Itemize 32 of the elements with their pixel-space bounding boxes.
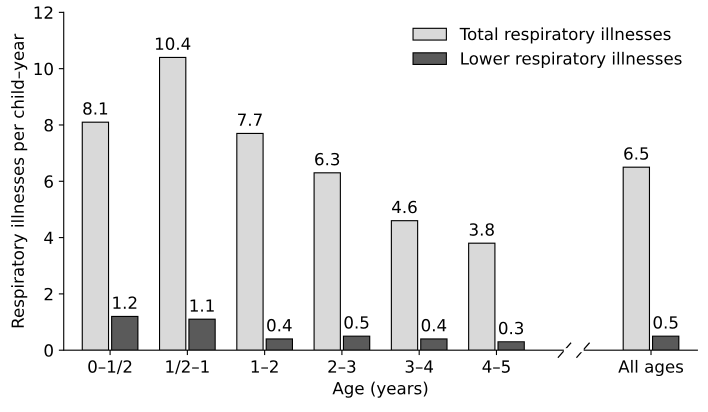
- x-tick-label: 0–1/2: [88, 360, 132, 374]
- data-label: 6.5: [624, 147, 648, 160]
- y-tick-label: 12: [34, 6, 52, 19]
- x-tick-label: 4–5: [482, 360, 510, 373]
- y-tick-label: 2: [44, 288, 52, 300]
- y-axis-title: Respiratory illnesses per child–year: [11, 34, 28, 328]
- y-tick-label: 4: [44, 232, 54, 244]
- y-tick-label: 6: [44, 175, 53, 188]
- data-label: 10.4: [156, 37, 190, 50]
- y-tick-label: 0: [44, 344, 53, 357]
- legend-label: Lower respiratory illnesses: [461, 52, 682, 68]
- data-label: 0.4: [267, 318, 292, 332]
- data-label: 8.1: [83, 102, 108, 115]
- x-axis-title: Age (years): [332, 382, 428, 398]
- y-tick-label: 10: [34, 62, 53, 76]
- x-tick-label: 3–4: [406, 360, 434, 373]
- data-label: 0.5: [654, 316, 678, 329]
- data-label: 3.8: [470, 223, 494, 236]
- data-label: 1.1: [190, 299, 214, 312]
- y-tick-label: 8: [44, 118, 53, 132]
- data-label: 6.3: [315, 152, 340, 166]
- legend-label: Total respiratory illnesses: [460, 27, 671, 44]
- x-tick-label: 1/2–1: [166, 360, 209, 374]
- data-label: 4.6: [392, 200, 417, 214]
- x-tick-label: 1–2: [252, 360, 278, 373]
- data-label: 0.5: [344, 316, 368, 329]
- data-label: 1.2: [113, 296, 136, 309]
- x-tick-label: 2–3: [328, 360, 356, 373]
- x-tick-label: All ages: [618, 360, 684, 376]
- data-label: 7.7: [238, 114, 262, 126]
- data-label: 0.3: [498, 322, 524, 334]
- data-label: 0.4: [422, 318, 446, 332]
